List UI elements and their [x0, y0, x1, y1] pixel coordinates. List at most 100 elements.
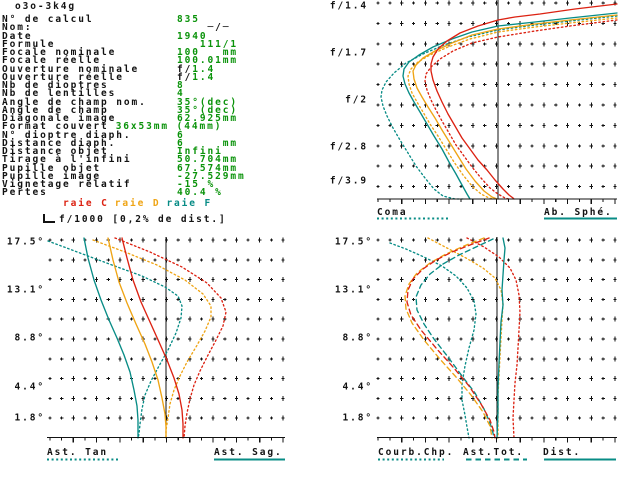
plot-label: Ast. Tan [47, 447, 108, 458]
curve-courb-chp-raie-D [427, 237, 504, 439]
param-value: 100.01mm [177, 55, 238, 67]
plot-label: Ast.Tot. [463, 447, 524, 458]
x-axis [377, 436, 617, 443]
curve-ab-spherique-raie-F [402, 12, 618, 200]
axis-tick-label: 1.8° [15, 413, 45, 424]
param-row: Pupille objet 67.574mm [2, 162, 246, 174]
param-value: 100 mm [177, 47, 238, 58]
grid-marks [376, 237, 617, 421]
parameter-block: N° de calcul 835 Nom: ─/─ Date 1940 Formule 1… [2, 14, 246, 199]
curve-ast-tot-raie-C [406, 237, 496, 439]
scale-note-text: f/1000 [0,2% de dist.] [59, 214, 227, 225]
param-label: Tirage à l'infini [2, 154, 132, 166]
param-row: Tirage à l'infini 50.704mm [2, 154, 246, 166]
axis-tick-label: f/1.7 [330, 48, 368, 59]
plot-label: Dist. [543, 447, 581, 458]
param-value-prefix: f/ [177, 63, 193, 75]
ray-legend: raie C raie D raie F [63, 198, 218, 209]
curve-coma-raie-C [424, 19, 618, 200]
param-value: 40.4 % [177, 187, 223, 199]
legend-item: raie C [63, 198, 109, 209]
param-label: Focale nominale [2, 47, 117, 58]
param-value-prefix: f/ [177, 71, 193, 83]
param-row: Formule 111/1 [2, 38, 246, 50]
param-value: ─/─ [177, 22, 231, 34]
param-row: Ouverture nominale f/1.4 [2, 63, 246, 75]
param-row: Nb de dioptres 8 [2, 80, 246, 91]
param-row: Angle de champ nom. 35°(dec) [2, 96, 246, 108]
curve-ast-tan-raie-D [92, 239, 212, 439]
curve-coma-raie-D [407, 17, 618, 200]
axis-tick-label: 1.8° [343, 413, 373, 424]
param-value: 835 [177, 14, 200, 25]
param-label: Nb de dioptres [2, 80, 109, 91]
plot-astigmatisme: 17.5° 13.1° 8.8° 4.4° 1.8° Ast. Tan Ast. Sag. [7, 237, 285, 461]
plot-label: Ast. Sag. [214, 447, 283, 458]
param-row: Diagonale image 62.925mm [2, 113, 246, 124]
param-label: Pupille image [2, 170, 102, 182]
param-value: 50.704mm [177, 154, 238, 166]
curve-courb-chp-raie-C [466, 237, 521, 439]
param-value: 1.4 [192, 71, 216, 83]
param-value: 4 [177, 88, 185, 100]
param-label: Vignetage relatif [2, 179, 132, 190]
param-row: Distance diaph. 6 mm [2, 137, 246, 149]
param-row: Angle de champ 35°(dec) [2, 104, 246, 116]
param-label: Format couvert [2, 121, 109, 133]
axis-tick-label: f/1.4 [330, 1, 368, 12]
curve-ast-tot-raie-D [404, 237, 493, 439]
axis-tick-label: 17.5° [7, 237, 45, 248]
axis-tick-label: f/2 [345, 95, 368, 106]
axis-tick-label: 8.8° [343, 333, 373, 344]
param-row: Ouverture réelle f/1.4 [2, 71, 246, 83]
param-value: 6 mm [177, 137, 238, 149]
param-label: Angle de champ [2, 104, 109, 116]
axis-tick-label: 8.8° [15, 333, 45, 344]
plot-label: Ab. Sphé. [544, 207, 613, 218]
param-value: -15 % [177, 179, 216, 190]
scale-bar-icon [43, 214, 55, 223]
x-axis [377, 198, 617, 204]
legend-item: raie D [114, 198, 161, 209]
legend-item: raie F [166, 198, 213, 209]
curve-distorsion [496, 237, 506, 439]
param-row: Nb de lentilles 4 [2, 88, 246, 100]
param-row: Date 1940 [2, 30, 246, 42]
param-label: Diagonale image [2, 113, 117, 124]
param-value: 62.925mm [177, 113, 238, 124]
x-axis [47, 436, 285, 443]
param-label: Nb de lentilles [2, 88, 117, 100]
param-row: Vignetage relatif -15 % [2, 179, 246, 190]
grid-marks [376, 0, 617, 190]
curve-coma-raie-F [380, 15, 618, 200]
curve-ast-sag-raie-D [107, 237, 167, 439]
param-label: Ouverture nominale [2, 63, 140, 75]
curve-ab-spherique-raie-D [412, 14, 618, 200]
param-row: N° dioptre diaph. 6 [2, 129, 246, 141]
curve-ast-sag-raie-F [83, 237, 139, 439]
param-label: Distance diaph. [2, 137, 117, 149]
param-value: 67.574mm [177, 162, 238, 174]
axis-tick-label: 4.4° [343, 382, 373, 393]
design-title: o3o-3k4g [15, 1, 76, 12]
param-row: Focale nominale 100 mm [2, 47, 246, 58]
param-value: 36x53mm (44mm) [115, 121, 223, 133]
axis-tick-label: 4.4° [15, 382, 45, 393]
param-row: Pupille image -27.529mm [2, 170, 246, 182]
plot-courbure-distorsion: 17.5° 13.1° 8.8° 4.4° 1.8° Courb.Chp. Ast.Tot.… [335, 237, 617, 461]
scale-note: f/1000 [0,2% de dist.] [43, 214, 227, 225]
param-label: Date [2, 30, 33, 42]
param-value: 6 [177, 129, 185, 141]
axis-tick-label: 17.5° [335, 237, 373, 248]
param-label: Focale réelle [2, 55, 102, 67]
param-label: Angle de champ nom. [2, 96, 147, 108]
param-value: 1.4 [192, 63, 216, 75]
param-row: Pertes 40.4 % [2, 187, 246, 199]
param-value: 35°(dec) [177, 104, 238, 116]
param-value: 111/1 [177, 38, 238, 50]
grid-marks [48, 237, 285, 421]
curve-ast-tan-raie-F [47, 240, 183, 439]
param-label: N° dioptre diaph. [2, 129, 132, 141]
param-label: Formule [2, 38, 56, 50]
